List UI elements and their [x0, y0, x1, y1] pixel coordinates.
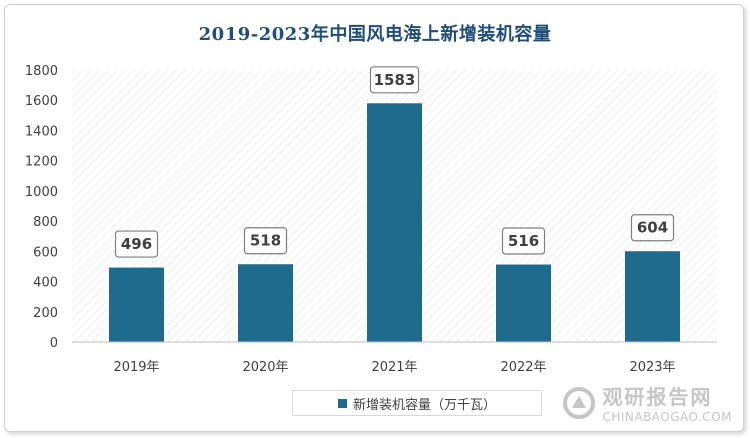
watermark-logo-icon [563, 386, 596, 419]
bar [366, 102, 423, 343]
legend: 新增装机容量（万千瓦） [292, 390, 542, 416]
y-tick-label: 1200 [25, 155, 58, 170]
watermark-cn: 观研报告网 [602, 385, 713, 409]
bar [624, 250, 681, 343]
y-tick-label: 1600 [25, 94, 58, 109]
bar [495, 263, 552, 343]
y-tick-label: 800 [33, 215, 58, 230]
data-label: 604 [637, 219, 668, 237]
data-label: 518 [250, 232, 281, 250]
y-tick-label: 400 [33, 276, 58, 291]
x-tick-label: 2019年 [113, 360, 159, 375]
data-label-box [114, 230, 159, 258]
data-label-box [501, 227, 546, 255]
data-label: 516 [508, 232, 539, 250]
y-tick-label: 1800 [25, 64, 58, 79]
bar [108, 266, 165, 343]
data-label-box [243, 227, 288, 255]
x-tick-label: 2022年 [500, 360, 546, 375]
x-tick-label: 2020年 [242, 360, 288, 375]
watermark-en: CHINABAOGAO.COM [602, 410, 732, 424]
y-tick-label: 1000 [25, 185, 58, 200]
data-label: 1583 [374, 71, 416, 89]
data-label: 496 [121, 235, 152, 253]
legend-swatch [337, 398, 347, 408]
x-tick-label: 2023年 [629, 360, 675, 375]
bar [237, 263, 294, 343]
legend-label: 新增装机容量（万千瓦） [352, 397, 496, 413]
x-tick-label: 2021年 [371, 360, 417, 375]
y-tick-label: 600 [33, 245, 58, 260]
chart-title: 2019-2023年中国风电海上新增装机容量 [198, 24, 552, 45]
y-tick-label: 200 [33, 306, 58, 321]
data-label-box [369, 66, 420, 94]
data-label-box [630, 214, 675, 242]
y-tick-label: 1400 [25, 124, 58, 139]
watermark: 观研报告网 CHINABAOGAO.COM [562, 381, 732, 424]
y-tick-label: 0 [50, 336, 58, 351]
